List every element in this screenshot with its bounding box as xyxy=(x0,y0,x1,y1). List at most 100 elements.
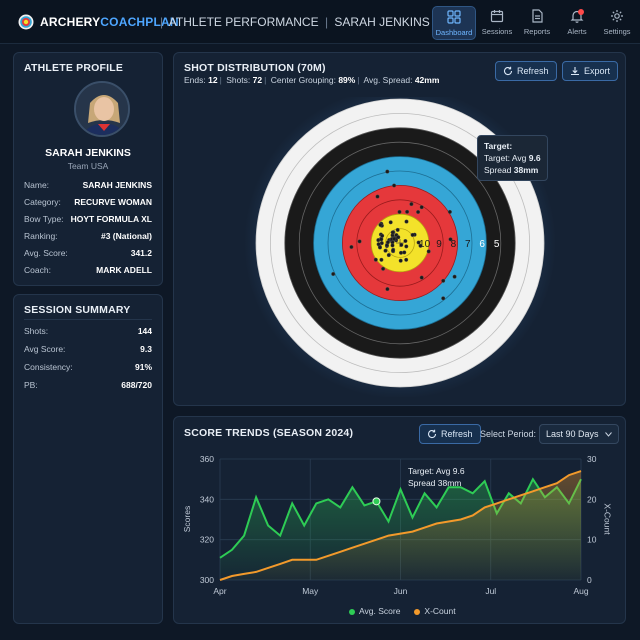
chevron-down-icon xyxy=(604,431,612,437)
shot-impact xyxy=(349,244,354,249)
shot-impact xyxy=(379,237,384,242)
shot-impact xyxy=(331,271,336,276)
shot-impact xyxy=(388,220,393,225)
shot-impact xyxy=(398,258,403,263)
shot-impact xyxy=(441,278,446,283)
profile-row-name: Name: SARAH JENKINS xyxy=(24,180,152,190)
refresh-icon xyxy=(504,66,513,76)
nav-reports[interactable]: Reports xyxy=(518,6,556,40)
shot-impact xyxy=(416,240,421,245)
profile-row-ranking: Ranking: #3 (National) xyxy=(24,231,152,241)
breadcrumb-section[interactable]: ATHLETE PERFORMANCE xyxy=(168,15,319,29)
session-row-avg-score: Avg Score: 9.3 xyxy=(24,344,152,354)
y-right-tick: 20 xyxy=(587,494,597,504)
shot-impact xyxy=(402,250,407,255)
ring-label-8: 8 xyxy=(451,239,457,250)
archery-target: 10 9 8 7 6 5 xyxy=(244,97,556,397)
breadcrumb-athlete: SARAH JENKINS xyxy=(334,15,430,29)
shot-impact xyxy=(380,233,385,238)
athlete-avatar xyxy=(74,81,130,137)
period-select[interactable]: Last 90 Days xyxy=(539,424,619,444)
shot-impact xyxy=(385,287,390,292)
target-logo-icon xyxy=(18,14,34,30)
shot-impact xyxy=(419,205,424,210)
period-label: Select Period: xyxy=(480,429,537,439)
y-left-tick: 320 xyxy=(200,535,214,545)
panel-title: SESSION SUMMARY xyxy=(24,304,131,316)
shot-impact xyxy=(373,257,378,262)
shot-impact xyxy=(452,274,457,279)
x-tick: May xyxy=(302,586,319,596)
shot-impact xyxy=(390,243,395,248)
shot-impact xyxy=(386,253,391,258)
nav-alerts[interactable]: Alerts xyxy=(558,6,596,40)
trend-tooltip: Target: Avg 9.6 Spread 38mm xyxy=(408,466,465,488)
shot-impact xyxy=(416,209,421,214)
dashboard-icon xyxy=(447,10,461,24)
x-tick: Jul xyxy=(485,586,496,596)
ring-label-7: 7 xyxy=(465,239,471,250)
chart-legend: Avg. Score X-Count xyxy=(349,606,456,616)
shot-impact xyxy=(385,169,390,174)
shot-impact xyxy=(410,232,415,237)
refresh-button[interactable]: Refresh xyxy=(495,61,557,81)
shot-impact xyxy=(377,245,382,250)
shot-impact xyxy=(409,202,414,207)
x-tick: Aug xyxy=(573,586,588,596)
divider xyxy=(24,319,152,320)
athlete-profile-panel: ATHLETE PROFILE SARAH JENKINS Team USA N… xyxy=(13,52,163,286)
alert-badge xyxy=(578,9,584,15)
ring-label-6: 6 xyxy=(479,239,485,250)
ring-label-10: 10 xyxy=(419,239,431,250)
trends-refresh-button[interactable]: Refresh xyxy=(419,424,481,444)
session-summary-panel: SESSION SUMMARY Shots: 144 Avg Score: 9.3 … xyxy=(13,294,163,624)
gear-icon xyxy=(611,10,623,22)
series-area-1 xyxy=(220,471,581,580)
x-tick: Apr xyxy=(213,586,226,596)
shot-impact xyxy=(392,183,397,188)
shot-impact xyxy=(398,250,403,255)
highlight-point xyxy=(372,497,381,506)
shot-impact xyxy=(404,219,409,224)
profile-row-coach: Coach: MARK ADELL xyxy=(24,265,152,275)
session-row-consistency: Consistency: 91% xyxy=(24,362,152,372)
shot-impact xyxy=(418,243,423,248)
shot-impact xyxy=(405,209,410,214)
score-trend-chart: 300 0 320 10 340 20 360 30 Apr May Jun Jul Aug xyxy=(200,454,597,596)
shot-impact xyxy=(390,248,395,253)
nav-dashboard[interactable]: Dashboard xyxy=(432,6,476,40)
shot-distribution-panel: SHOT DISTRIBUTION (70M) Ends: 12 | Shots:… xyxy=(173,52,626,406)
athlete-name: SARAH JENKINS xyxy=(45,147,131,159)
athlete-team: Team USA xyxy=(67,161,109,171)
profile-row-avg-score: Avg. Score: 341.2 xyxy=(24,248,152,258)
shot-impact xyxy=(441,296,446,301)
shot-impact xyxy=(404,244,409,249)
legend-x-count[interactable]: X-Count xyxy=(414,606,456,616)
shot-impact xyxy=(379,257,384,262)
nav-settings[interactable]: Settings xyxy=(598,6,636,40)
legend-avg-score[interactable]: Avg. Score xyxy=(349,606,400,616)
panel-title: ATHLETE PROFILE xyxy=(24,62,124,74)
nav-sessions[interactable]: Sessions xyxy=(478,6,516,40)
main-nav: Dashboard Sessions Reports Alerts xyxy=(432,6,636,40)
brand-logo[interactable]: ARCHERYCOACHPLAN xyxy=(40,15,179,29)
shot-impact xyxy=(383,248,388,253)
shot-impact xyxy=(357,239,362,244)
shot-impact xyxy=(376,242,381,247)
shot-impact xyxy=(397,209,402,214)
y-axis-left-title: Scores xyxy=(182,505,193,533)
breadcrumb: | ATHLETE PERFORMANCE | SARAH JENKINS xyxy=(160,15,430,29)
shot-impact xyxy=(392,236,397,241)
export-button[interactable]: Export xyxy=(562,61,619,81)
y-axis-right-title: X-Count xyxy=(602,503,613,535)
shot-impact xyxy=(395,227,400,232)
profile-row-category: Category: RECURVE WOMAN xyxy=(24,197,152,207)
ring-label-9: 9 xyxy=(436,239,442,250)
y-left-tick: 360 xyxy=(200,454,214,464)
top-bar: ARCHERYCOACHPLAN | ATHLETE PERFORMANCE |… xyxy=(0,0,640,44)
shot-impact xyxy=(381,266,386,271)
shot-impact xyxy=(448,237,453,242)
shot-impact xyxy=(399,242,404,247)
shot-impact xyxy=(390,230,395,235)
target-tooltip: Target: Target: Avg 9.6 Spread 38mm xyxy=(477,135,548,181)
